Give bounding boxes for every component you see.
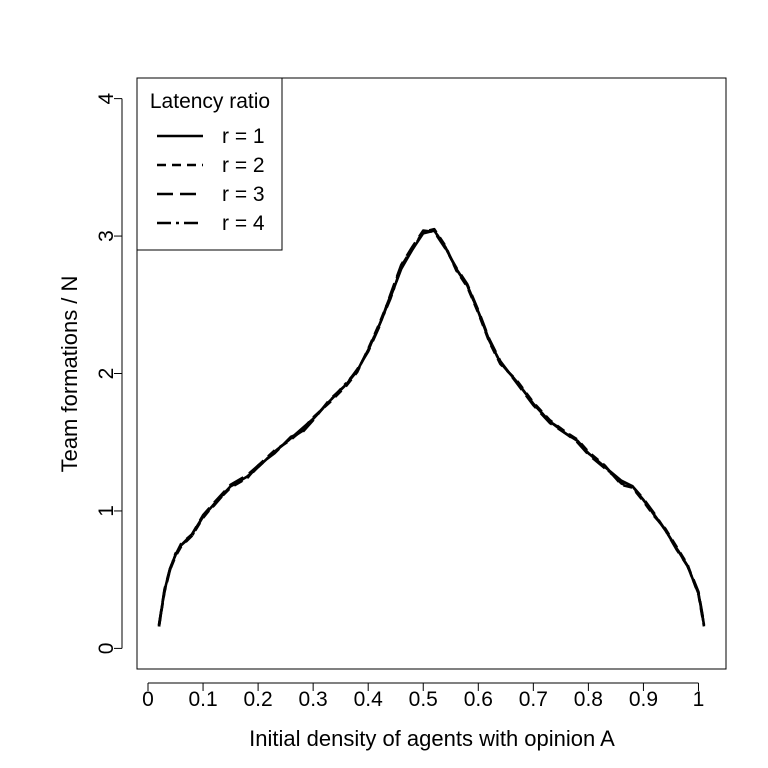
x-tick-label: 1: [693, 688, 705, 711]
y-tick-label: 2: [95, 368, 118, 380]
y-axis: 0 1 2 3 4: [95, 92, 123, 655]
y-tick-label: 3: [95, 230, 118, 242]
plot-frame: [136, 77, 727, 670]
legend-label: r = 1: [222, 125, 265, 148]
x-tick-label: 0.6: [464, 688, 493, 711]
x-tick-label: 0: [142, 688, 154, 711]
legend: Latency ratio r = 1 r = 2 r = 3 r = 4: [136, 77, 283, 251]
x-tick-label: 0.7: [519, 688, 548, 711]
y-axis-label: Team formations / N: [57, 276, 82, 473]
y-tick-label: 1: [95, 505, 118, 517]
x-axis: 0 0.1 0.2 0.3 0.4 0.5 0.6 0.7 0.8 0.9 1: [142, 682, 705, 711]
legend-entries: r = 1 r = 2 r = 3 r = 4: [157, 125, 265, 235]
series-line-r4: [157, 229, 706, 627]
legend-label: r = 2: [222, 154, 265, 177]
y-tick-label: 4: [95, 92, 118, 104]
x-tick-label: 0.8: [574, 688, 603, 711]
legend-label: r = 3: [222, 183, 265, 206]
x-axis-label: Initial density of agents with opinion A: [249, 726, 615, 751]
legend-title: Latency ratio: [150, 90, 270, 113]
x-tick-label: 0.1: [188, 688, 217, 711]
series-layer: [157, 227, 706, 627]
x-tick-label: 0.4: [354, 688, 384, 711]
legend-label: r = 4: [222, 212, 265, 235]
x-tick-label: 0.9: [629, 688, 658, 711]
y-tick-label: 0: [95, 643, 118, 655]
x-tick-label: 0.2: [244, 688, 273, 711]
x-tick-label: 0.5: [409, 688, 438, 711]
series-line-r2: [157, 227, 706, 627]
x-tick-label: 0.3: [299, 688, 328, 711]
